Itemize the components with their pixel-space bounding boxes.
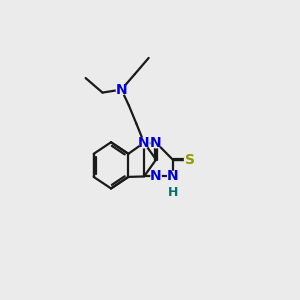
Circle shape [168,188,178,198]
Circle shape [116,85,127,95]
Circle shape [151,138,161,148]
Text: N: N [150,169,162,183]
Text: S: S [184,153,195,166]
Text: N: N [150,136,162,150]
Circle shape [184,154,195,165]
Text: N: N [116,82,127,97]
Circle shape [168,171,178,182]
Text: N: N [167,169,178,183]
Circle shape [151,171,161,182]
Circle shape [139,138,149,148]
Text: H: H [167,186,178,199]
Text: N: N [138,136,150,150]
